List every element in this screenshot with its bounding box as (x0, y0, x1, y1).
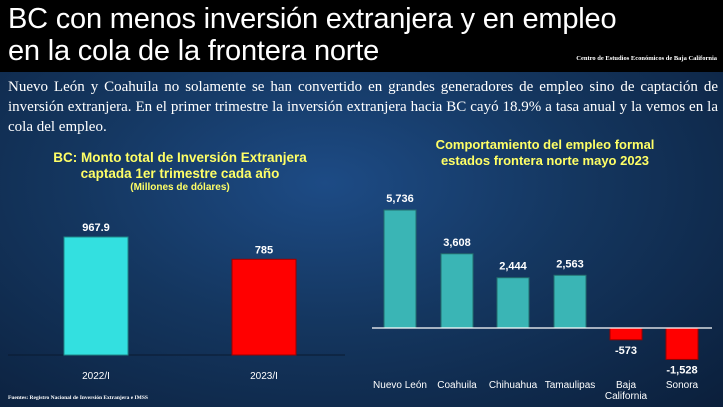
footer-sources: Fuentes: Registro Nacional de Inversión … (8, 395, 148, 401)
chart2-value-label: 5,736 (386, 193, 414, 205)
chart2-bar-tamaulipas (553, 274, 587, 329)
title-bar (0, 0, 723, 72)
chart1-category-label: 2023/I (250, 371, 278, 382)
chart1-value-label: 785 (255, 244, 273, 256)
chart2-category-label: Chihuahua (489, 380, 538, 391)
chart1-title-line-1: BC: Monto total de Inversión Extranjera (53, 150, 307, 165)
chart1-title-line-2: captada 1er trimestre cada año (80, 166, 280, 181)
intro-paragraph: Nuevo León y Coahuila no solamente se ha… (8, 79, 718, 135)
source-tag: Centro de Estudios Económicos de Baja Ca… (576, 55, 717, 62)
chart2-title-line-1: Comportamiento del empleo formal (435, 137, 655, 152)
chart1-bar-2022/I (63, 236, 129, 356)
chart2-value-label: 2,563 (556, 258, 584, 270)
chart2-category-label: Baja (616, 380, 636, 391)
chart1-category-label: 2022/I (82, 371, 110, 382)
chart2-category-label: Nuevo León (373, 380, 427, 391)
chart2-bar-coahuila (440, 253, 474, 329)
chart2-bar-chihuahua (496, 277, 530, 329)
chart2-value-label: 2,444 (499, 261, 527, 273)
chart2-title-line-2: estados frontera norte mayo 2023 (440, 153, 650, 168)
chart2-title: Comportamiento del empleo formal estados… (395, 137, 695, 169)
chart2-bar-nuevo-león (383, 209, 417, 329)
slide-title-line-1: BC con menos inversión extranjera y en e… (8, 3, 617, 35)
chart1-subtitle: (Millones de dólares) (130, 182, 230, 193)
chart2-bar-baja-california (609, 327, 643, 341)
chart1-title: BC: Monto total de Inversión Extranjera … (30, 150, 330, 182)
chart2-value-label: -1,528 (666, 364, 697, 376)
slide-title: BC con menos inversión extranjera y en e… (8, 3, 708, 67)
chart2-bar-sonora (665, 327, 699, 360)
chart1-bar-2023/I (231, 258, 297, 356)
slide-title-line-2: en la cola de la frontera norte (8, 35, 380, 67)
chart2-value-label: 3,608 (443, 237, 471, 249)
chart2-category-label: California (605, 391, 648, 402)
chart2-category-label: Sonora (666, 380, 699, 391)
chart2-value-label: -573 (615, 345, 637, 357)
chart2-category-label: Tamaulipas (545, 380, 596, 391)
chart1-value-label: 967.9 (82, 222, 110, 234)
chart2-category-label: Coahuila (437, 380, 477, 391)
